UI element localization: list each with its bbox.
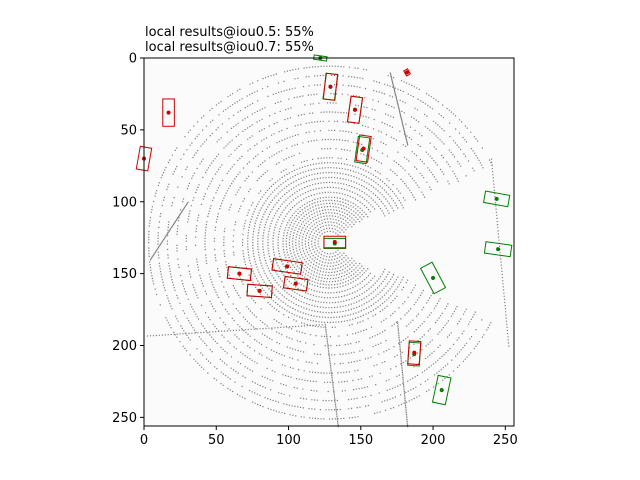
- ground-truth-box-outline: [419, 261, 447, 295]
- ground-truth-box: [431, 374, 452, 406]
- prediction-box-center: [361, 146, 366, 151]
- prediction-box-center: [293, 281, 298, 286]
- ground-truth-box: [482, 190, 511, 208]
- prediction-box-outline: [226, 266, 253, 282]
- prediction-box: [323, 235, 347, 249]
- prediction-box-outline: [407, 340, 422, 366]
- ground-truth-box: [483, 241, 513, 258]
- prediction-box-outline: [246, 283, 273, 299]
- ground-truth-box-center: [496, 247, 501, 252]
- prediction-box-outline: [355, 134, 372, 163]
- prediction-box-center: [328, 84, 333, 89]
- prediction-box: [282, 275, 309, 292]
- y-tick-label: 200: [112, 339, 137, 354]
- prediction-box-center: [405, 70, 410, 75]
- prediction-box-center: [412, 350, 417, 355]
- prediction-box: [407, 340, 422, 366]
- prediction-box: [226, 266, 253, 282]
- ground-truth-box-center: [431, 275, 436, 280]
- prediction-box: [271, 258, 303, 275]
- prediction-box: [403, 68, 412, 77]
- y-tick-label: 150: [112, 267, 137, 282]
- prediction-boxes-layer: [135, 68, 422, 366]
- y-tick-label: 50: [120, 123, 137, 138]
- prediction-box-outline: [282, 275, 309, 292]
- x-tick-label: 150: [348, 433, 373, 448]
- ground-truth-box-outline: [483, 241, 513, 258]
- prediction-box: [246, 283, 273, 299]
- prediction-box-center: [257, 288, 262, 293]
- ground-truth-box-outline: [354, 135, 371, 165]
- prediction-box-outline: [322, 72, 339, 101]
- chart-title: local results@iou0.5: 55% local results@…: [145, 25, 314, 55]
- y-tick-label: 100: [112, 195, 137, 210]
- prediction-box-center: [353, 107, 358, 112]
- prediction-box-outline: [271, 258, 303, 275]
- chart-title-line-1: local results@iou0.5: 55%: [145, 25, 314, 40]
- prediction-box-center: [166, 110, 171, 115]
- ground-truth-box: [419, 261, 447, 295]
- ground-truth-box-outline: [482, 190, 511, 208]
- prediction-box-center: [332, 240, 337, 244]
- ground-truth-box-center: [494, 196, 499, 201]
- x-tick-label: 200: [421, 433, 446, 448]
- x-tick-label: 50: [208, 433, 225, 448]
- chart-title-line-2: local results@iou0.7: 55%: [145, 40, 314, 55]
- plot-area: [144, 58, 514, 426]
- prediction-box-center: [285, 264, 290, 269]
- x-tick-label: 100: [276, 433, 301, 448]
- y-tick-label: 0: [129, 52, 137, 67]
- prediction-box: [355, 134, 372, 163]
- prediction-box-outline: [346, 95, 364, 124]
- x-tick-label: 0: [140, 433, 148, 448]
- prediction-box-outline: [135, 145, 153, 172]
- plot-frame: [143, 57, 515, 427]
- prediction-box-outline: [162, 98, 175, 127]
- prediction-box: [162, 98, 175, 127]
- prediction-box-center: [237, 271, 242, 276]
- y-tick-label: 250: [112, 411, 137, 426]
- prediction-box-outline: [403, 68, 412, 77]
- x-axis: 0 50 100 150 200 250: [140, 426, 518, 448]
- prediction-box-outline: [323, 235, 347, 249]
- y-axis: 0 50 100 150 200 250: [112, 52, 144, 426]
- ground-truth-box-center: [439, 388, 444, 393]
- x-tick-label: 250: [493, 433, 518, 448]
- ground-truth-box-outline: [431, 374, 452, 406]
- ground-truth-box-outline: [313, 54, 328, 62]
- prediction-box: [322, 72, 339, 101]
- prediction-box: [346, 95, 364, 124]
